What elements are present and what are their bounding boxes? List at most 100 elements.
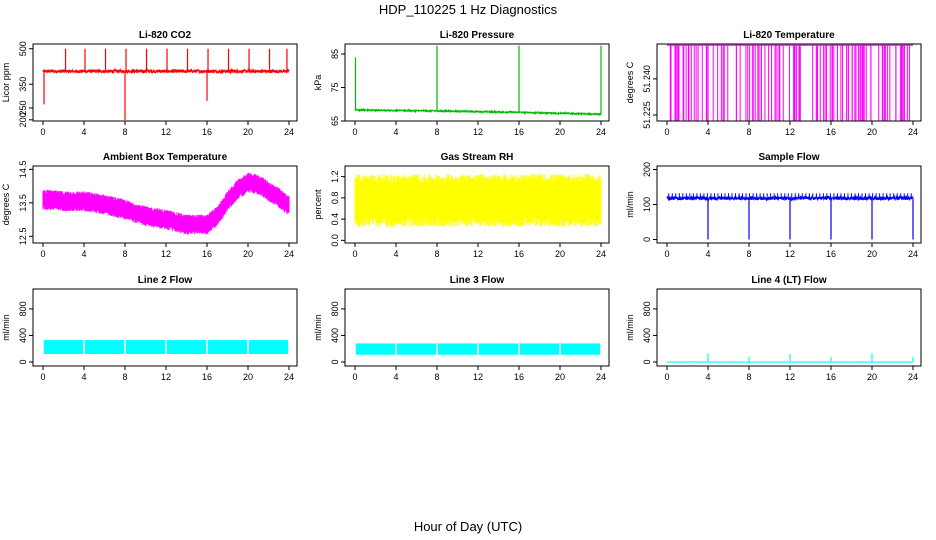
- x-tick-label: 8: [122, 249, 127, 259]
- x-tick-label: 12: [473, 249, 483, 259]
- y-axis-label: ml/min: [313, 314, 323, 341]
- flow-block: [43, 340, 84, 355]
- panel-3: Ambient Box Temperature degrees C 0 4 8 12 16 2…: [1, 152, 298, 259]
- x-tick-label: 12: [785, 127, 795, 137]
- x-tick-label: 12: [473, 372, 483, 382]
- y-axis-label: degrees C: [625, 61, 635, 103]
- flow-block: [248, 340, 289, 355]
- x-tick-label: 20: [555, 127, 565, 137]
- x-tick-label: 12: [161, 372, 171, 382]
- flow-block: [396, 343, 437, 355]
- panel-7: Line 3 Flow ml/min 0 4 8 12 16 20 24 0 400 800: [313, 275, 610, 382]
- x-tick-label: 4: [81, 127, 86, 137]
- panel-2: Li-820 Temperature degrees C 0 4 8 12 16 20 24 51…: [625, 30, 922, 137]
- x-tick-label: 20: [867, 127, 877, 137]
- x-tick-label: 12: [161, 249, 171, 259]
- flow-block: [166, 340, 207, 355]
- x-tick-label: 12: [785, 372, 795, 382]
- plot-frame: [32, 288, 298, 367]
- x-tick-label: 0: [40, 127, 45, 137]
- x-tick-label: 24: [908, 127, 918, 137]
- series-marks: [666, 353, 914, 363]
- y-tick-label: 400: [18, 328, 28, 343]
- x-tick-label: 24: [284, 372, 294, 382]
- x-tick-label: 4: [81, 372, 86, 382]
- panel-title: Line 4 (LT) Flow: [751, 275, 827, 286]
- series-marks: [355, 343, 601, 355]
- y-tick-label: 51.225: [642, 101, 652, 129]
- series-marks: [43, 340, 289, 355]
- x-tick-label: 20: [243, 372, 253, 382]
- x-tick-label: 8: [434, 127, 439, 137]
- x-tick-label: 12: [785, 249, 795, 259]
- flow-block: [478, 343, 519, 355]
- x-tick-label: 16: [826, 372, 836, 382]
- x-tick-label: 0: [352, 249, 357, 259]
- x-tick-label: 0: [352, 372, 357, 382]
- y-tick-label: 250: [18, 100, 28, 115]
- y-tick-label: 200: [642, 162, 652, 177]
- x-tick-label: 8: [434, 372, 439, 382]
- x-tick-label: 24: [908, 249, 918, 259]
- x-tick-label: 4: [393, 372, 398, 382]
- x-tick-label: 16: [826, 249, 836, 259]
- series-marks: [354, 173, 602, 228]
- y-tick-label: 12.5: [18, 228, 28, 246]
- panel-title: Li-820 Pressure: [440, 30, 515, 41]
- x-tick-label: 20: [867, 249, 877, 259]
- x-tick-label: 0: [40, 249, 45, 259]
- x-tick-label: 20: [555, 372, 565, 382]
- x-tick-label: 12: [473, 127, 483, 137]
- y-tick-label: 800: [330, 301, 340, 316]
- x-tick-label: 8: [746, 127, 751, 137]
- y-tick-label: 51.240: [642, 65, 652, 93]
- y-axis-label: ml/min: [1, 314, 11, 341]
- panel-title: Ambient Box Temperature: [103, 152, 228, 163]
- panel-5: Sample Flow ml/min 0 4 8 12 16 20 24 0 100 200: [625, 152, 922, 259]
- flow-block: [84, 340, 125, 355]
- flow-block: [519, 343, 560, 355]
- panel-title: Line 3 Flow: [450, 275, 505, 286]
- x-tick-label: 16: [202, 127, 212, 137]
- y-axis-label: kPa: [313, 75, 323, 91]
- x-tick-label: 4: [705, 249, 710, 259]
- y-tick-label: 100: [642, 197, 652, 212]
- panel-title: Li-820 Temperature: [743, 30, 835, 41]
- series-marks: [42, 172, 290, 235]
- flow-block: [207, 340, 248, 355]
- series-line: [354, 107, 602, 117]
- plot-frame: [32, 165, 298, 244]
- figure-xlabel: Hour of Day (UTC): [414, 519, 522, 534]
- y-axis-label: percent: [313, 189, 323, 220]
- y-tick-label: 85: [330, 49, 340, 59]
- plot-frame: [344, 288, 610, 367]
- y-tick-label: 0: [642, 237, 652, 242]
- x-tick-label: 20: [867, 372, 877, 382]
- x-tick-label: 16: [514, 127, 524, 137]
- flow-block: [560, 343, 601, 355]
- series-marks: [42, 48, 290, 120]
- panel-6: Line 2 Flow ml/min 0 4 8 12 16 20 24 0 400 800: [1, 275, 298, 382]
- x-tick-label: 4: [705, 372, 710, 382]
- flow-block: [125, 340, 166, 355]
- panel-title: Line 2 Flow: [138, 275, 193, 286]
- panel-8: Line 4 (LT) Flow ml/min 0 4 8 12 16 20 24 0 400 800: [625, 275, 922, 382]
- plot-frame: [656, 165, 922, 244]
- y-axis-label: degrees C: [1, 183, 11, 225]
- y-tick-label: 0: [330, 360, 340, 365]
- y-tick-label: 800: [18, 301, 28, 316]
- y-tick-label: 13.5: [18, 194, 28, 212]
- x-tick-label: 24: [284, 249, 294, 259]
- x-tick-label: 16: [514, 249, 524, 259]
- y-tick-label: 800: [642, 301, 652, 316]
- y-tick-label: 500: [18, 41, 28, 56]
- x-tick-label: 24: [596, 127, 606, 137]
- y-axis-label: ml/min: [625, 191, 635, 218]
- panel-4: Gas Stream RH percent 0 4 8 12 16 20 24 0.0 0.4 0.8…: [313, 152, 610, 259]
- x-tick-label: 8: [746, 249, 751, 259]
- x-tick-label: 24: [908, 372, 918, 382]
- y-tick-label: 400: [330, 328, 340, 343]
